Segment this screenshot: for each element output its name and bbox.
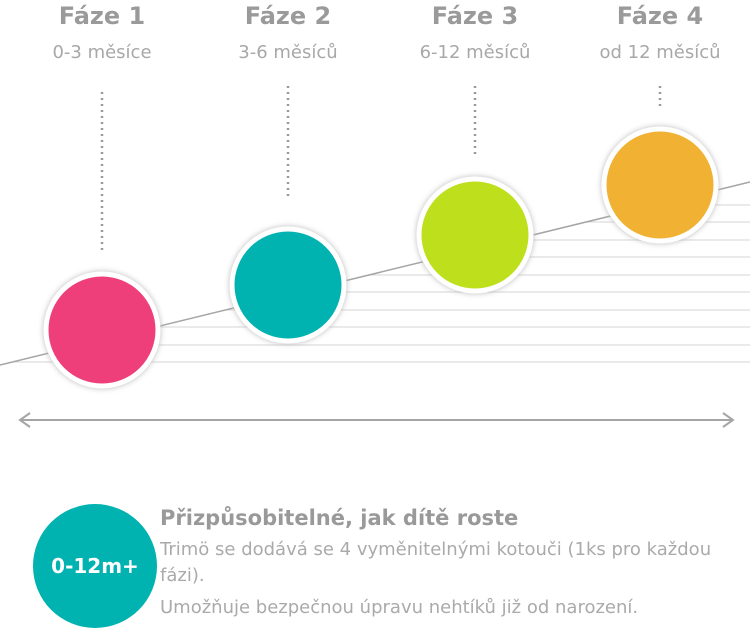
- phase-subtitle: 6-12 měsíců: [420, 42, 531, 63]
- phase-subtitle: 0-3 měsíce: [52, 42, 151, 63]
- description: Přizpůsobitelné, jak dítě roste Trimö se…: [160, 505, 745, 627]
- badge-label: 0-12m+: [51, 554, 139, 578]
- paragraph: Umožňuje bezpečnou úpravu nehtíků již od…: [160, 597, 639, 618]
- phase-circle: [601, 126, 719, 244]
- phase-title: Fáze 3: [432, 2, 518, 30]
- phase-title: Fáze 2: [245, 2, 331, 30]
- phase-subtitle: 3-6 měsíců: [238, 42, 337, 63]
- phase-title: Fáze 1: [59, 2, 145, 30]
- phase-title: Fáze 4: [617, 2, 703, 30]
- paragraph: Trimö se dodává se 4 vyměnitelnými kotou…: [160, 539, 712, 586]
- phase-circle: [229, 226, 347, 344]
- age-badge: [33, 504, 157, 628]
- phase-subtitle: od 12 měsíců: [599, 42, 720, 63]
- timeline-arrow: [18, 412, 735, 428]
- heading: Přizpůsobitelné, jak dítě roste: [160, 506, 519, 530]
- phase-circle: [43, 271, 161, 389]
- phase-circle: [416, 176, 534, 294]
